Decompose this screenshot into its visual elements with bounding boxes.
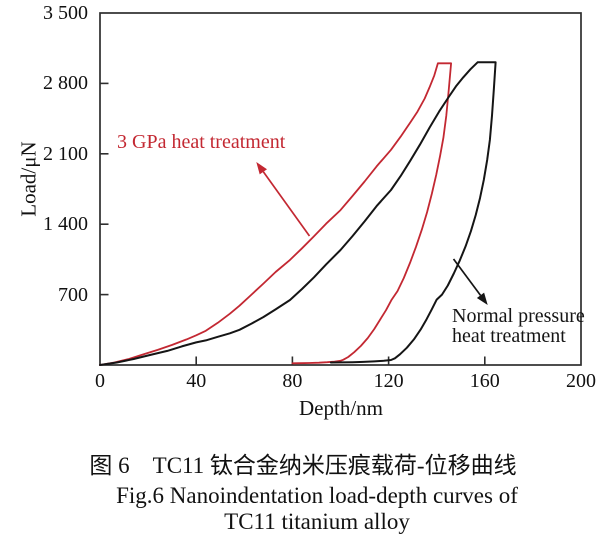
x-axis-title: Depth/nm: [299, 396, 383, 420]
y-tick-label-1400: 1 400: [43, 213, 88, 236]
y-tick-label-2800: 2 800: [43, 72, 88, 95]
y-tick-label-2100: 2 100: [43, 142, 88, 165]
annotation-normal-pressure-label: Normal pressure heat treatment: [452, 306, 585, 346]
plot-frame: [99, 12, 582, 366]
caption-english-line2: TC11 titanium alloy: [224, 509, 410, 534]
y-tick-label-3500: 3 500: [43, 2, 88, 24]
annotation-arrow-line-normal-pressure: [452, 258, 482, 296]
x-tick-label-120: 120: [373, 370, 404, 392]
annotation-3gpa-label: 3 GPa heat treatment: [117, 131, 286, 153]
annotation-normal-pressure-line1: Normal pressure: [452, 305, 585, 327]
x-tick-label-0: 0: [95, 370, 105, 392]
x-tick-label-40: 40: [186, 370, 207, 392]
series-curve-3gpa: [99, 62, 453, 366]
series-curve-normal-pressure: [99, 61, 497, 366]
x-tick-label-160: 160: [469, 370, 500, 392]
x-tick-label-80: 80: [282, 370, 303, 392]
caption-english-line1: Fig.6 Nanoindentation load-depth curves …: [116, 483, 518, 508]
annotation-normal-pressure-line2: heat treatment: [452, 325, 566, 347]
y-tick-label-700: 700: [58, 283, 88, 306]
annotation-arrow-line-3gpa: [262, 171, 311, 237]
caption-chinese: 图 6 TC11 钛合金纳米压痕载荷-位移曲线: [89, 453, 517, 478]
annotation-arrowhead-3gpa: [256, 162, 267, 175]
annotation-arrowhead-normal-pressure: [476, 292, 488, 305]
x-tick-label-200: 200: [566, 370, 596, 392]
chart-plot-area: [99, 12, 582, 366]
